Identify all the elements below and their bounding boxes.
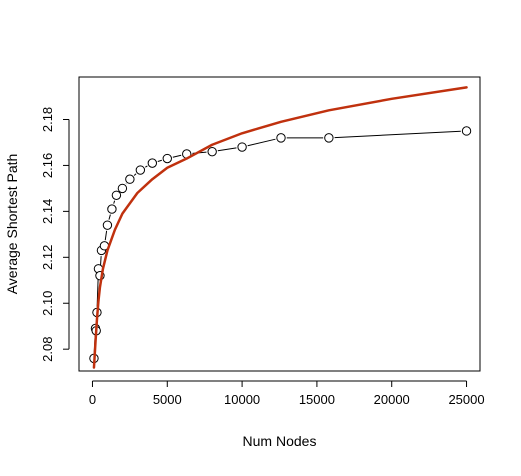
x-tick-label: 20000: [374, 392, 410, 407]
data-point: [163, 154, 171, 162]
series-segment: [105, 231, 106, 240]
y-tick-label: 2.14: [40, 199, 55, 224]
data-point: [325, 134, 333, 142]
series-segment: [218, 148, 237, 151]
x-tick-label: 10000: [224, 392, 260, 407]
y-axis: 2.08 2.10 2.12 2.14 2.16 2.18: [40, 107, 69, 362]
series-segment: [158, 160, 162, 161]
y-tick-label: 2.16: [40, 153, 55, 178]
y-tick-label: 2.10: [40, 291, 55, 316]
data-point: [277, 134, 285, 142]
x-tick-label: 25000: [448, 392, 484, 407]
x-tick-label: 0: [89, 392, 96, 407]
series-segment: [248, 139, 276, 146]
data-point: [148, 159, 156, 167]
data-point: [108, 205, 116, 213]
data-point: [112, 191, 120, 199]
series-layer: [90, 87, 471, 367]
y-tick-label: 2.08: [40, 337, 55, 362]
x-tick-label: 5000: [153, 392, 182, 407]
series-segment: [109, 215, 110, 220]
data-point: [103, 221, 111, 229]
data-point: [462, 127, 470, 135]
series-segment: [114, 201, 115, 204]
series-segment: [145, 166, 147, 167]
series-segment: [335, 131, 461, 137]
data-point: [238, 143, 246, 151]
x-tick-label: 15000: [299, 392, 335, 407]
data-point: [118, 184, 126, 192]
data-point: [136, 166, 144, 174]
data-point: [208, 147, 216, 155]
data-point: [126, 175, 134, 183]
fit-curve-line: [94, 87, 467, 367]
series-segment: [173, 155, 181, 157]
x-axis-label: Num Nodes: [243, 433, 317, 449]
fit-curve-series: [94, 87, 467, 367]
y-axis-label: Average Shortest Path: [4, 154, 20, 295]
series-segment: [134, 174, 136, 176]
x-axis: 0 5000 10000 15000 20000 25000: [89, 381, 485, 407]
y-tick-label: 2.18: [40, 107, 55, 132]
observed-series: [90, 127, 471, 363]
y-tick-label: 2.12: [40, 245, 55, 270]
